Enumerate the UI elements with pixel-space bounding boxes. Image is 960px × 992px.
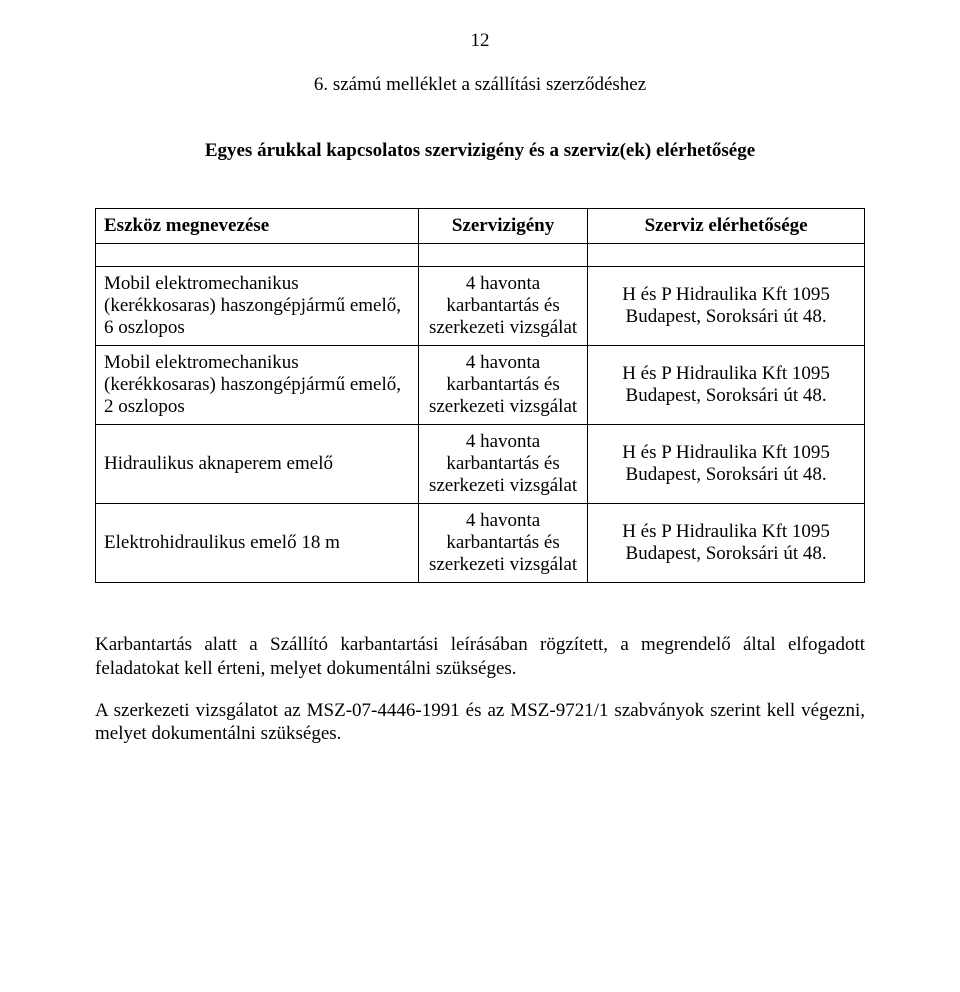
table-spacer-row <box>96 244 865 267</box>
cell-device-name: Mobil elektromechanikus (kerékkosaras) h… <box>96 267 419 346</box>
table-row: Mobil elektromechanikus (kerékkosaras) h… <box>96 346 865 425</box>
cell-service-need: 4 havonta karbantartás és szerkezeti viz… <box>418 504 587 583</box>
cell-service-availability: H és P Hidraulika Kft 1095 Budapest, Sor… <box>588 267 865 346</box>
cell-service-need: 4 havonta karbantartás és szerkezeti viz… <box>418 346 587 425</box>
header-service-need: Szervizigény <box>418 209 587 244</box>
cell-service-availability: H és P Hidraulika Kft 1095 Budapest, Sor… <box>588 425 865 504</box>
spacer-cell <box>418 244 587 267</box>
header-service-availability: Szerviz elérhetősége <box>588 209 865 244</box>
cell-service-availability: H és P Hidraulika Kft 1095 Budapest, Sor… <box>588 346 865 425</box>
paragraph-maintenance: Karbantartás alatt a Szállító karbantart… <box>95 633 865 681</box>
table-row: Elektrohidraulikus emelő 18 m 4 havonta … <box>96 504 865 583</box>
document-page: 12 6. számú melléklet a szállítási szerz… <box>0 0 960 804</box>
cell-service-need: 4 havonta karbantartás és szerkezeti viz… <box>418 425 587 504</box>
spacer-cell <box>588 244 865 267</box>
attachment-title: 6. számú melléklet a szállítási szerződé… <box>95 74 865 96</box>
table-row: Hidraulikus aknaperem emelő 4 havonta ka… <box>96 425 865 504</box>
page-number: 12 <box>95 30 865 52</box>
cell-service-need: 4 havonta karbantartás és szerkezeti viz… <box>418 267 587 346</box>
attachment-subtitle: Egyes árukkal kapcsolatos szervizigény é… <box>95 140 865 162</box>
service-table: Eszköz megnevezése Szervizigény Szerviz … <box>95 208 865 583</box>
cell-device-name: Elektrohidraulikus emelő 18 m <box>96 504 419 583</box>
header-device-name: Eszköz megnevezése <box>96 209 419 244</box>
paragraph-structural-test: A szerkezeti vizsgálatot az MSZ-07-4446-… <box>95 699 865 747</box>
table-header-row: Eszköz megnevezése Szervizigény Szerviz … <box>96 209 865 244</box>
table-row: Mobil elektromechanikus (kerékkosaras) h… <box>96 267 865 346</box>
cell-device-name: Hidraulikus aknaperem emelő <box>96 425 419 504</box>
spacer-cell <box>96 244 419 267</box>
cell-device-name: Mobil elektromechanikus (kerékkosaras) h… <box>96 346 419 425</box>
cell-service-availability: H és P Hidraulika Kft 1095 Budapest, Sor… <box>588 504 865 583</box>
